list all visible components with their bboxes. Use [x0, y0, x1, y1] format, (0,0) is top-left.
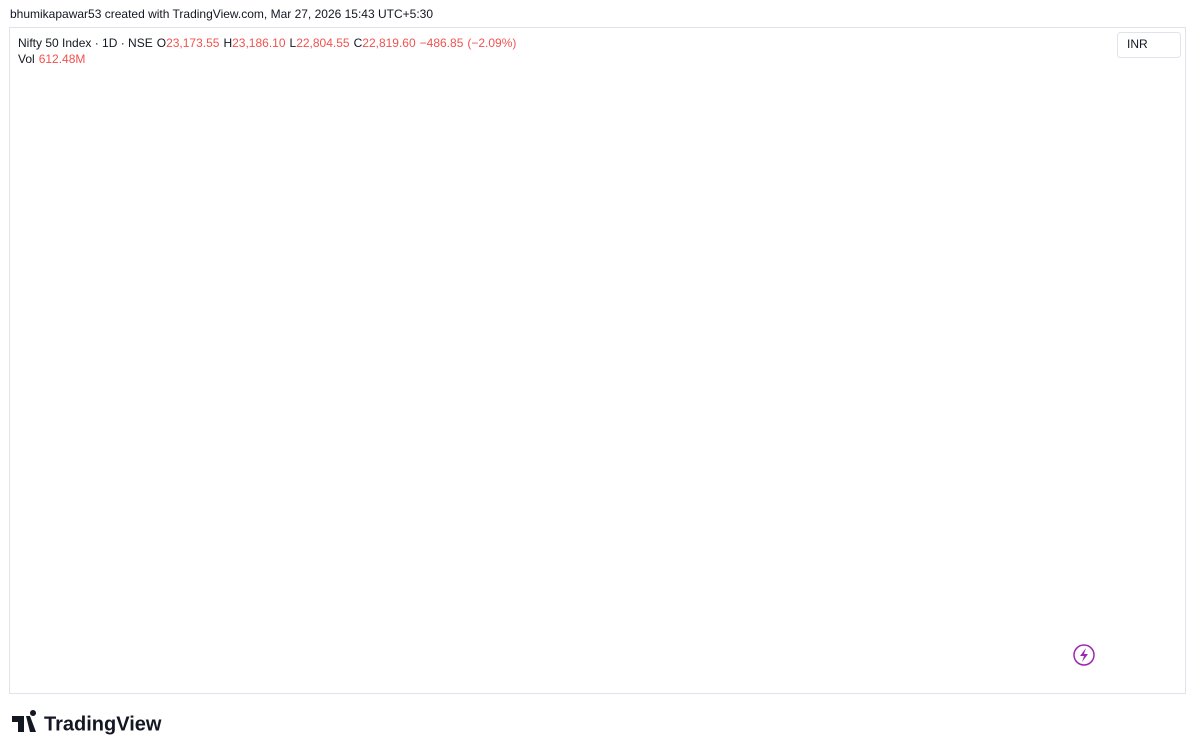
change: −486.85 — [419, 36, 464, 50]
ohlc-value: 22,819.60 — [362, 36, 416, 50]
ohlc-key: H — [223, 36, 233, 50]
currency-box[interactable] — [1117, 32, 1181, 58]
volume-name: Vol — [18, 52, 35, 66]
brand: TradingView — [44, 713, 162, 735]
legend: Nifty 50 Index · 1D · NSE O23,173.55 H23,1… — [18, 36, 520, 50]
ohlc-value: 23,186.10 — [232, 36, 286, 50]
ohlc-key: L — [289, 36, 297, 50]
attribution: bhumikapawar53 created with TradingView.… — [10, 7, 434, 21]
logo-icon — [12, 710, 37, 732]
ohlc-key: O — [156, 36, 167, 50]
symbol: Nifty 50 Index · 1D · NSE — [18, 36, 153, 50]
volume-value: 612.48M — [38, 52, 86, 66]
lightning-glyph — [1080, 648, 1088, 662]
change-pct: (−2.09%) — [467, 36, 517, 50]
volume-legend: Vol 612.48M — [18, 52, 89, 66]
ohlc-key: C — [353, 36, 363, 50]
brand-logo: TradingView — [12, 710, 162, 735]
chart-frame — [9, 27, 1186, 694]
ohlc-value: 23,173.55 — [166, 36, 220, 50]
currency: INR — [1127, 37, 1148, 51]
ohlc-value: 22,804.55 — [296, 36, 350, 50]
